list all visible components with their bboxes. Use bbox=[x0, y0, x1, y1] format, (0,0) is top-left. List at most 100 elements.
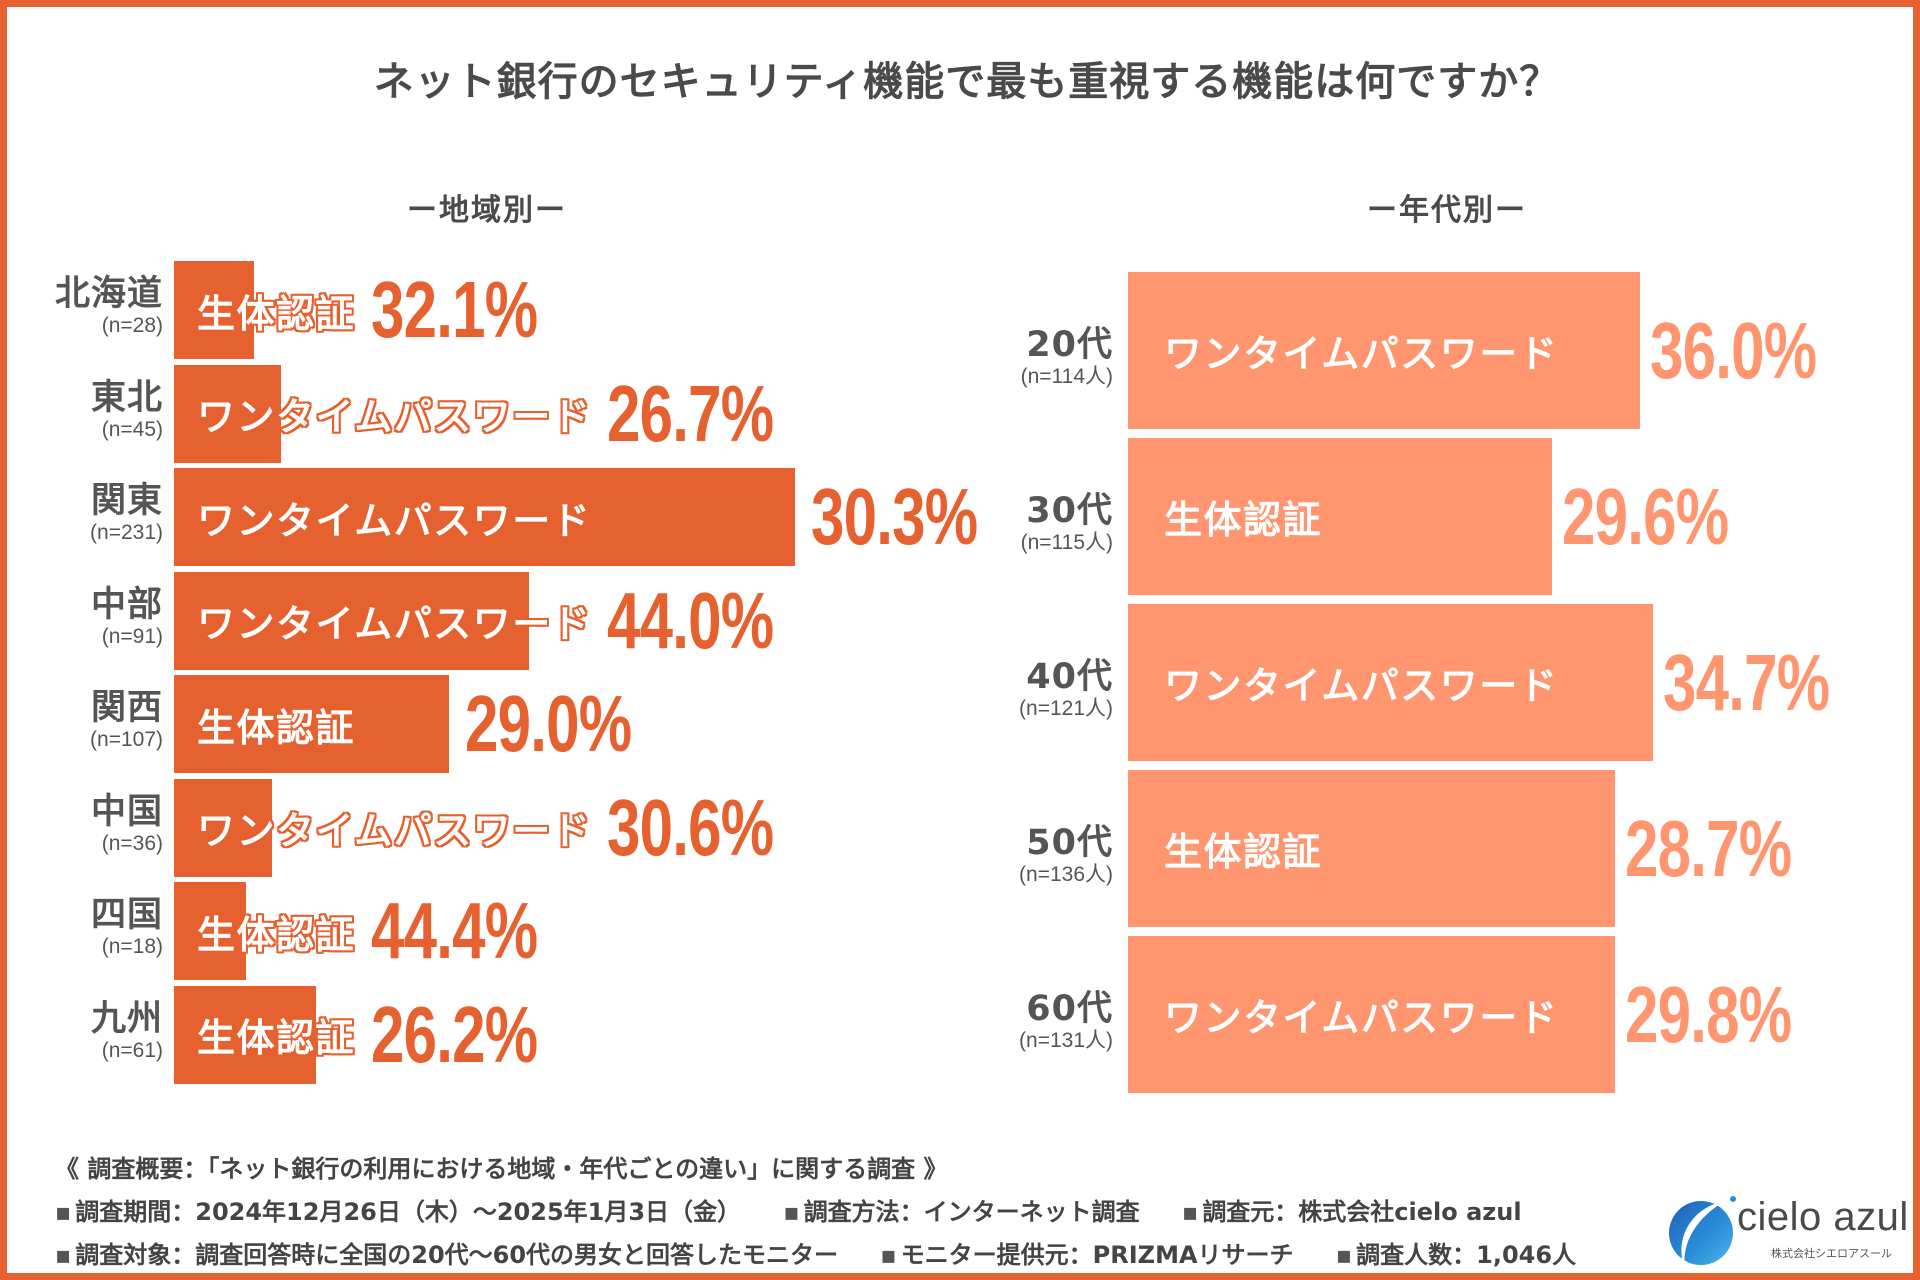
region-bar-row: ワンタイムパスワード 30.6% bbox=[174, 778, 774, 877]
age-label: 60代 (n=131人) bbox=[957, 942, 1113, 1099]
age-bar bbox=[1128, 604, 1653, 761]
footer-overview-line: 《 調査概要：「ネット銀行の利用における地域・年代ごとの違い」に関する調査 》 bbox=[55, 1149, 1615, 1192]
respondent-count: ▪ 調査人数：1,046人 bbox=[1336, 1235, 1576, 1275]
region-bar-content: 生体認証 29.0% bbox=[174, 675, 687, 773]
age-sample-size: (n=136人) bbox=[1019, 862, 1113, 886]
age-value-label: 28.7% bbox=[1625, 803, 1792, 893]
monitor-provider: ▪ モニター提供元：PRIZMAリサーチ bbox=[880, 1235, 1293, 1275]
age-bar bbox=[1128, 936, 1615, 1093]
survey-overview-text: 《 調査概要：「ネット銀行の利用における地域・年代ごとの違い」に関する調査 》 bbox=[55, 1155, 948, 1183]
region-sample-size: (n=91) bbox=[101, 624, 163, 648]
region-label: 関西 (n=107) bbox=[27, 671, 163, 769]
age-value-label: 36.0% bbox=[1650, 305, 1817, 395]
age-bar-content: 生体認証 28.7% bbox=[1128, 770, 1847, 927]
age-label: 30代 (n=115人) bbox=[957, 444, 1113, 601]
age-group-name: 50代 bbox=[1026, 822, 1113, 863]
region-bar-row: 生体認証 44.4% bbox=[174, 882, 538, 980]
region-label: 中国 (n=36) bbox=[27, 775, 163, 873]
region-bar-row: ワンタイムパスワード 26.7% bbox=[174, 364, 774, 463]
age-group-name: 60代 bbox=[1026, 988, 1113, 1029]
region-bar-content: ワンタイムパスワード 30.3% bbox=[174, 468, 1033, 566]
region-sample-size: (n=36) bbox=[101, 831, 163, 855]
region-bar-row: 生体認証 29.0% bbox=[174, 675, 632, 773]
age-group-name: 20代 bbox=[1026, 324, 1113, 365]
age-top-choice: 生体認証 bbox=[1164, 498, 1323, 542]
monitor-provider-text: モニター提供元：PRIZMAリサーチ bbox=[900, 1241, 1294, 1269]
age-bar-content: ワンタイムパスワード 29.8% bbox=[1128, 936, 1847, 1093]
region-label: 関東 (n=231) bbox=[27, 464, 163, 562]
region-label: 東北 (n=45) bbox=[27, 361, 163, 459]
age-value-label: 34.7% bbox=[1663, 637, 1830, 727]
age-bar-row: 生体認証 29.6% bbox=[1128, 438, 1729, 595]
age-bar-content: ワンタイムパスワード 34.7% bbox=[1128, 604, 1885, 761]
region-sample-size: (n=28) bbox=[101, 314, 163, 337]
bullet-icon: ▪ bbox=[1335, 1241, 1353, 1269]
footer-line-2: ▪ 調査期間：2024年12月26日（木）～2025年1月3日（金） ▪ 調査方法：… bbox=[55, 1192, 1615, 1235]
region-name: 四国 bbox=[90, 895, 163, 935]
age-top-choice: ワンタイムパスワード bbox=[1164, 996, 1559, 1040]
region-top-choice: 生体認証 bbox=[197, 1016, 356, 1060]
region-name: 九州 bbox=[90, 998, 163, 1039]
region-bar bbox=[174, 675, 449, 773]
region-name: 関東 bbox=[90, 481, 163, 521]
logo-name: cielo azul bbox=[1737, 1195, 1909, 1239]
region-bar bbox=[174, 468, 795, 566]
region-value-label: 29.0% bbox=[465, 679, 632, 768]
region-label: 四国 (n=18) bbox=[27, 878, 163, 976]
region-bar-row: ワンタイムパスワード 30.3% bbox=[174, 468, 978, 566]
age-bar bbox=[1128, 438, 1552, 595]
age-sample-size: (n=121人) bbox=[1019, 696, 1113, 720]
region-bar-content: ワンタイムパスワード 26.7% bbox=[174, 365, 829, 463]
company-logo: cielo azul 株式会社シエロアスール bbox=[1663, 1187, 1913, 1277]
age-sample-size: (n=115人) bbox=[1020, 530, 1113, 554]
page-title: ネット銀行のセキュリティ機能で最も重視する機能は何ですか？ bbox=[373, 59, 1561, 105]
age-bar bbox=[1128, 272, 1640, 429]
region-bar bbox=[174, 571, 529, 670]
region-sample-size: (n=231) bbox=[90, 521, 163, 544]
age-label: 40代 (n=121人) bbox=[957, 610, 1113, 767]
age-top-choice: 生体認証 bbox=[1164, 830, 1323, 874]
bullet-icon: ▪ bbox=[55, 1198, 72, 1226]
region-top-choice: 生体認証 bbox=[197, 912, 356, 957]
age-value-label: 29.6% bbox=[1562, 471, 1729, 561]
age-top-choice: ワンタイムパスワード bbox=[1164, 664, 1559, 708]
region-name: 北海道 bbox=[54, 274, 163, 314]
region-top-choice: ワンタイムパスワード bbox=[197, 602, 592, 646]
survey-period-text: 調査期間：2024年12月26日（木）～2025年1月3日（金） bbox=[75, 1198, 742, 1226]
region-bar-row: 生体認証 32.1% bbox=[174, 261, 538, 359]
region-bar bbox=[174, 985, 316, 1084]
region-bar-content: 生体認証 44.4% bbox=[174, 882, 593, 980]
survey-organizer-text: 調査元：株式会社cielo azul bbox=[1202, 1198, 1522, 1226]
region-bar-content: 生体認証 26.2% bbox=[174, 986, 593, 1084]
region-label: 中部 (n=91) bbox=[27, 568, 163, 666]
region-value-label: 32.1% bbox=[371, 265, 538, 354]
region-name: 東北 bbox=[90, 377, 163, 418]
age-label: 50代 (n=136人) bbox=[957, 776, 1113, 933]
survey-footer: 《 調査概要：「ネット銀行の利用における地域・年代ごとの違い」に関する調査 》 … bbox=[55, 1149, 1615, 1278]
region-bar-row: ワンタイムパスワード 44.0% bbox=[174, 571, 774, 670]
cielo-azul-globe-icon bbox=[1669, 1196, 1736, 1269]
region-bar bbox=[174, 778, 272, 877]
age-group-name: 30代 bbox=[1026, 490, 1113, 531]
region-chart-heading: ー地域別ー bbox=[407, 193, 567, 228]
region-bar-content: ワンタイムパスワード 44.0% bbox=[174, 572, 829, 670]
survey-period: ▪ 調査期間：2024年12月26日（木）～2025年1月3日（金） bbox=[55, 1192, 741, 1232]
region-value-label: 26.2% bbox=[371, 989, 538, 1079]
region-top-choice: 生体認証 bbox=[197, 705, 356, 750]
region-bar-content: ワンタイムパスワード 30.6% bbox=[174, 779, 829, 877]
logo-subtitle: 株式会社シエロアスール bbox=[1771, 1247, 1892, 1260]
age-sample-size: (n=114人) bbox=[1020, 364, 1113, 388]
age-sample-size: (n=131人) bbox=[1019, 1028, 1113, 1052]
region-value-label: 44.4% bbox=[371, 886, 538, 975]
region-name: 中国 bbox=[90, 791, 163, 832]
region-label: 北海道 (n=28) bbox=[27, 257, 163, 355]
region-sample-size: (n=18) bbox=[101, 935, 163, 958]
region-top-choice: ワンタイムパスワード bbox=[197, 395, 592, 439]
age-bar-row: ワンタイムパスワード 34.7% bbox=[1128, 604, 1830, 761]
age-label: 20代 (n=114人) bbox=[957, 278, 1113, 435]
survey-target: ▪ 調査対象：調査回答時に全国の20代～60代の男女と回答したモニター bbox=[55, 1235, 838, 1275]
region-sample-size: (n=45) bbox=[101, 417, 163, 441]
region-value-label: 30.3% bbox=[811, 472, 978, 561]
region-name: 関西 bbox=[90, 688, 163, 728]
survey-method: ▪ 調査方法：インターネット調査 bbox=[783, 1192, 1139, 1232]
